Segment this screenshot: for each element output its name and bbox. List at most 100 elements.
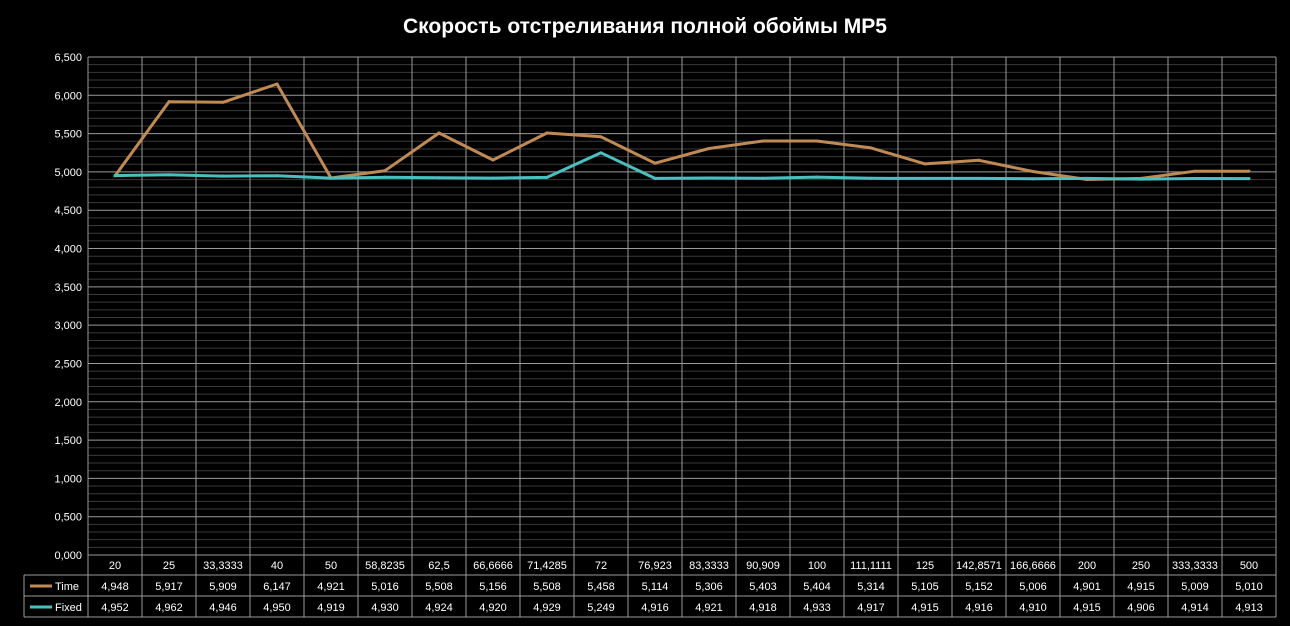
chart-title: Скорость отстреливания полной обоймы MP5 xyxy=(403,15,887,38)
data-label: 4,930 xyxy=(371,602,399,614)
data-label: 4,952 xyxy=(101,602,129,614)
data-point xyxy=(1247,177,1251,181)
category-label: 58,8235 xyxy=(365,560,405,572)
data-label: 4,914 xyxy=(1181,602,1209,614)
data-label: 5,917 xyxy=(155,581,183,593)
category-label: 200 xyxy=(1078,560,1096,572)
data-label: 4,916 xyxy=(641,602,669,614)
data-label: 4,921 xyxy=(695,602,723,614)
data-point xyxy=(923,162,927,166)
data-point xyxy=(761,176,765,180)
data-label: 5,156 xyxy=(479,581,507,593)
data-label: 5,314 xyxy=(857,581,885,593)
category-label: 62,5 xyxy=(428,560,449,572)
category-label: 76,923 xyxy=(638,560,672,572)
data-label: 4,962 xyxy=(155,602,183,614)
data-label: 5,403 xyxy=(749,581,777,593)
category-label: 250 xyxy=(1132,560,1150,572)
y-tick-label: 3,500 xyxy=(54,282,82,294)
data-label: 4,918 xyxy=(749,602,777,614)
data-label: 4,915 xyxy=(1127,581,1155,593)
data-label: 5,016 xyxy=(371,581,399,593)
y-axis: 0,000 0,500 1,000 1,500 2,000 2,500 3,000 3,500… xyxy=(54,52,82,562)
data-point xyxy=(707,176,711,180)
data-label: 5,306 xyxy=(695,581,723,593)
data-label: 5,010 xyxy=(1235,581,1263,593)
category-label: 500 xyxy=(1240,560,1258,572)
category-label: 142,8571 xyxy=(956,560,1002,572)
category-label: 66,6666 xyxy=(473,560,513,572)
data-point xyxy=(923,176,927,180)
category-label: 50 xyxy=(325,560,337,572)
data-point xyxy=(869,176,873,180)
data-label: 5,105 xyxy=(911,581,939,593)
data-point xyxy=(113,174,117,178)
data-point xyxy=(869,146,873,150)
data-point xyxy=(707,146,711,150)
data-point xyxy=(437,131,441,135)
legend-label-fixed: Fixed xyxy=(55,602,82,614)
category-label: 333,3333 xyxy=(1172,560,1218,572)
data-label: 4,915 xyxy=(911,602,939,614)
series-line-time xyxy=(113,82,1249,181)
data-label: 5,909 xyxy=(209,581,237,593)
data-point xyxy=(383,175,387,179)
data-label: 5,152 xyxy=(965,581,993,593)
data-label: 4,946 xyxy=(209,602,237,614)
data-label: 5,404 xyxy=(803,581,831,593)
data-label: 5,508 xyxy=(533,581,561,593)
category-label: 100 xyxy=(808,560,826,572)
data-label: 6,147 xyxy=(263,581,291,593)
y-tick-label: 6,000 xyxy=(54,90,82,102)
data-label: 5,249 xyxy=(587,602,615,614)
data-label: 4,921 xyxy=(317,581,345,593)
data-label: 4,901 xyxy=(1073,581,1101,593)
y-tick-label: 0,000 xyxy=(54,550,82,562)
y-tick-label: 5,000 xyxy=(54,167,82,179)
category-label: 111,1111 xyxy=(850,560,892,572)
category-label: 125 xyxy=(916,560,934,572)
y-tick-label: 2,000 xyxy=(54,397,82,409)
data-point xyxy=(977,158,981,162)
data-point xyxy=(599,151,603,155)
data-point xyxy=(491,158,495,162)
data-point xyxy=(167,173,171,177)
data-label: 4,917 xyxy=(857,602,885,614)
data-point xyxy=(815,175,819,179)
data-point xyxy=(1193,177,1197,181)
data-point xyxy=(761,139,765,143)
data-point xyxy=(815,139,819,143)
data-point xyxy=(545,175,549,179)
y-tick-label: 4,000 xyxy=(54,244,82,256)
data-label: 4,929 xyxy=(533,602,561,614)
data-point xyxy=(221,100,225,104)
data-point xyxy=(383,169,387,173)
data-point xyxy=(653,176,657,180)
data-label: 4,915 xyxy=(1073,602,1101,614)
data-table: 20 25 33,3333 40 50 58,8235 62,5 66,6666 71,4285… xyxy=(23,560,1276,618)
grid-lines xyxy=(87,56,1277,617)
y-tick-label: 6,500 xyxy=(54,52,82,64)
data-point xyxy=(167,100,171,104)
data-point xyxy=(275,82,279,86)
y-tick-label: 5,500 xyxy=(54,129,82,141)
category-label: 71,4285 xyxy=(527,560,567,572)
data-label: 4,906 xyxy=(1127,602,1155,614)
data-point xyxy=(491,176,495,180)
data-label: 5,458 xyxy=(587,581,615,593)
data-label: 5,006 xyxy=(1019,581,1047,593)
category-label: 83,3333 xyxy=(689,560,729,572)
category-label: 40 xyxy=(271,560,283,572)
y-tick-label: 1,500 xyxy=(54,435,82,447)
data-label: 4,920 xyxy=(479,602,507,614)
data-label: 5,009 xyxy=(1181,581,1209,593)
data-point xyxy=(275,174,279,178)
data-label: 5,114 xyxy=(642,581,669,593)
data-label: 4,916 xyxy=(965,602,993,614)
data-label: 4,924 xyxy=(425,602,453,614)
data-point xyxy=(1031,177,1035,181)
data-label: 4,950 xyxy=(263,602,291,614)
data-label: 5,508 xyxy=(425,581,453,593)
data-point xyxy=(1085,176,1089,180)
